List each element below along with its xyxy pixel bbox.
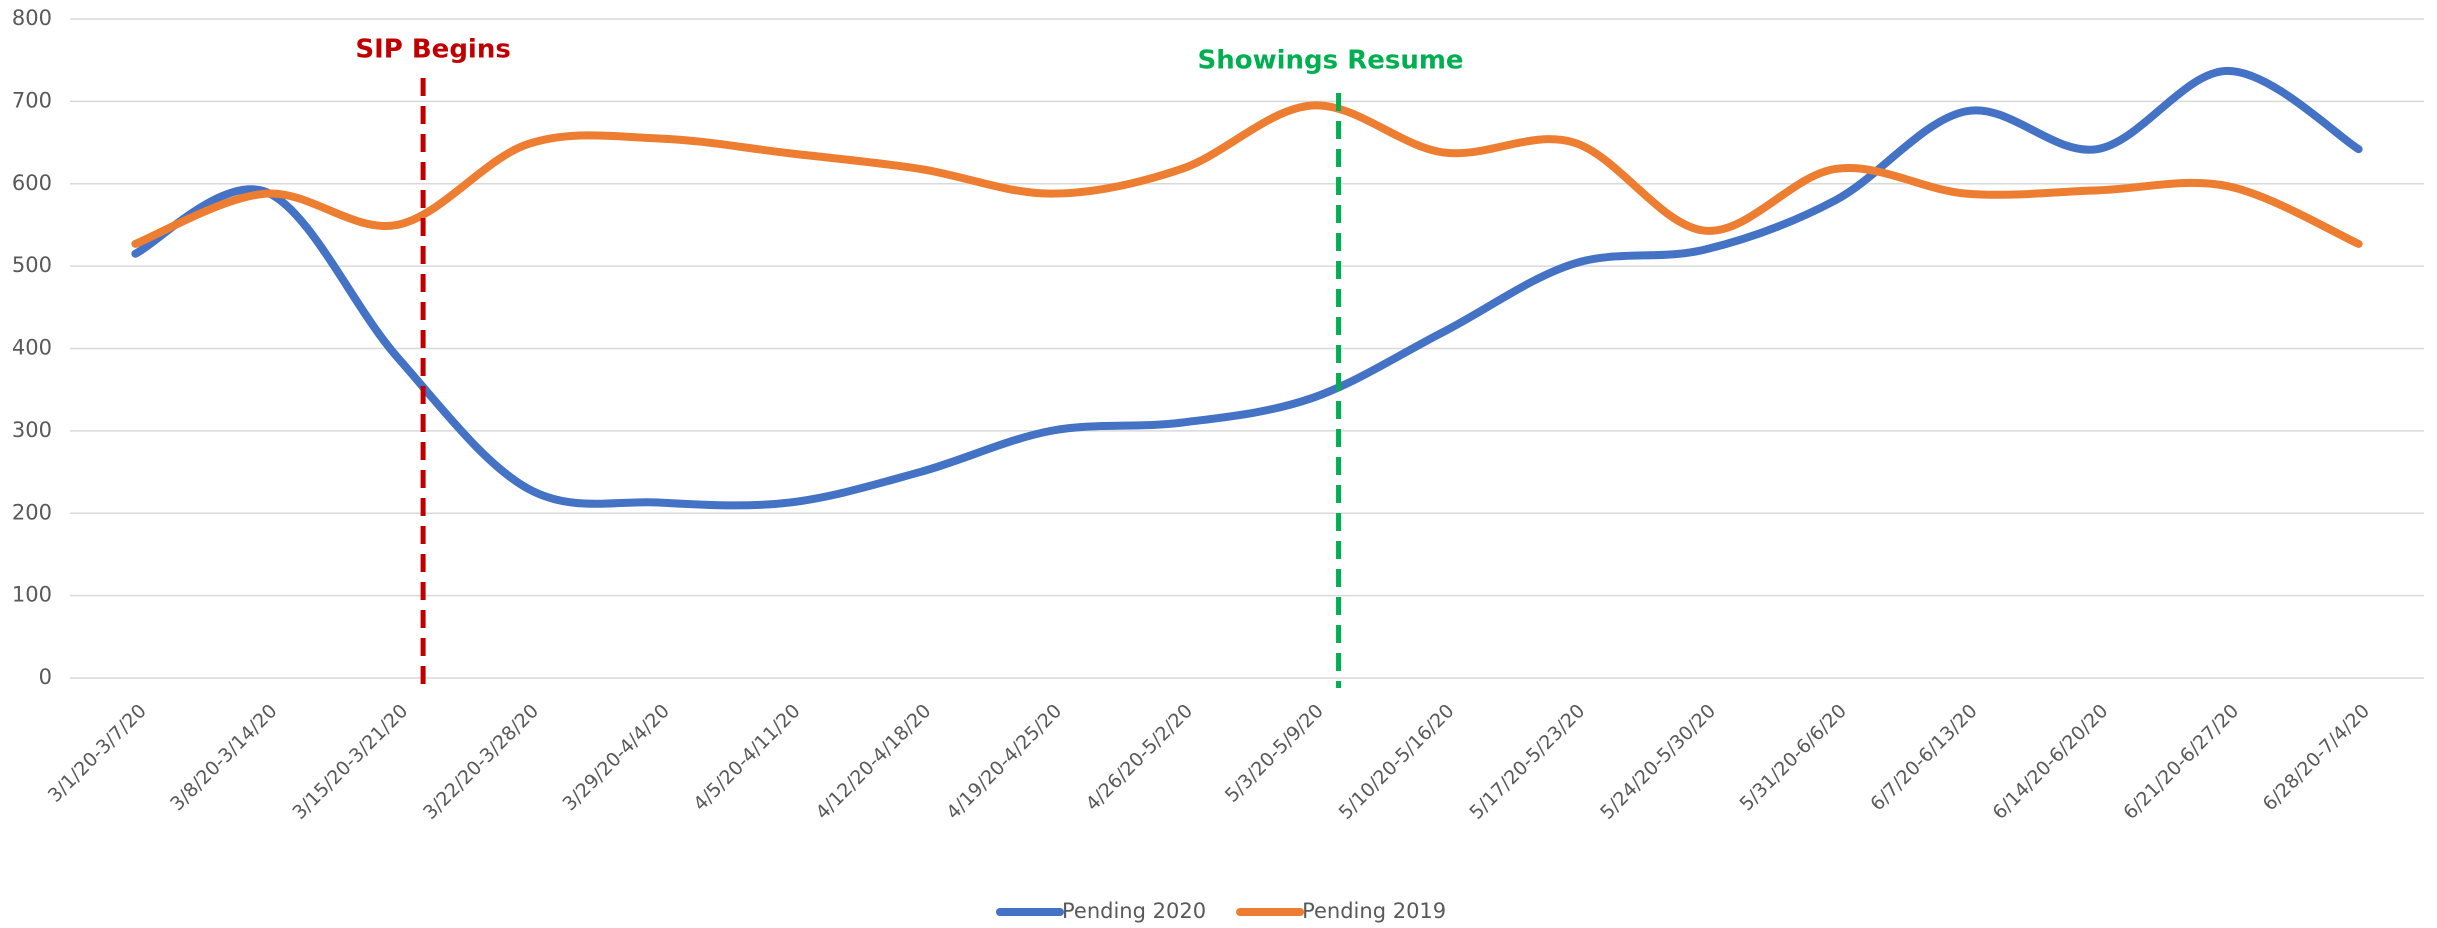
x-tick-label: 3/29/20-4/4/20 <box>558 700 673 815</box>
x-tick-label: 6/21/20-6/27/20 <box>2119 700 2243 824</box>
x-tick-label: 3/1/20-3/7/20 <box>44 700 151 807</box>
line-series <box>131 66 2363 510</box>
y-tick-label: 800 <box>12 6 52 30</box>
legend-label: Pending 2020 <box>1062 899 1206 923</box>
y-tick-label: 0 <box>39 665 52 689</box>
annotation-text: Showings Resume <box>1198 46 1464 76</box>
x-tick-label: 3/8/20-3/14/20 <box>166 700 281 815</box>
y-tick-label: 200 <box>12 500 52 524</box>
y-tick-label: 600 <box>12 171 52 195</box>
x-tick-label: 6/14/20-6/20/20 <box>1988 700 2112 824</box>
x-tick-label: 4/19/20-4/25/20 <box>942 700 1066 824</box>
x-tick-label: 5/17/20-5/23/20 <box>1465 700 1589 824</box>
x-tick-label: 5/31/20-6/6/20 <box>1735 700 1850 815</box>
y-tick-label: 700 <box>12 88 52 112</box>
x-tick-label: 4/5/20-4/11/20 <box>689 700 804 815</box>
x-tick-label: 3/15/20-3/21/20 <box>288 700 412 824</box>
x-tick-label: 4/12/20-4/18/20 <box>811 700 935 824</box>
annotation-text: SIP Begins <box>355 35 510 65</box>
x-tick-label: 4/26/20-5/2/20 <box>1082 700 1197 815</box>
x-tick-label: 5/24/20-5/30/20 <box>1596 700 1720 824</box>
line-series <box>131 101 2363 248</box>
x-tick-label: 6/7/20-6/13/20 <box>1866 700 1981 815</box>
y-tick-label: 300 <box>12 418 52 442</box>
y-tick-label: 100 <box>12 583 52 607</box>
x-tick-label: 5/3/20-5/9/20 <box>1221 700 1328 807</box>
legend-label: Pending 2019 <box>1302 899 1446 923</box>
x-tick-label: 5/10/20-5/16/20 <box>1335 700 1459 824</box>
x-tick-label: 3/22/20-3/28/20 <box>419 700 543 824</box>
y-tick-label: 400 <box>12 336 52 360</box>
y-tick-label: 500 <box>12 253 52 277</box>
x-tick-label: 6/28/20-7/4/20 <box>2259 700 2374 815</box>
